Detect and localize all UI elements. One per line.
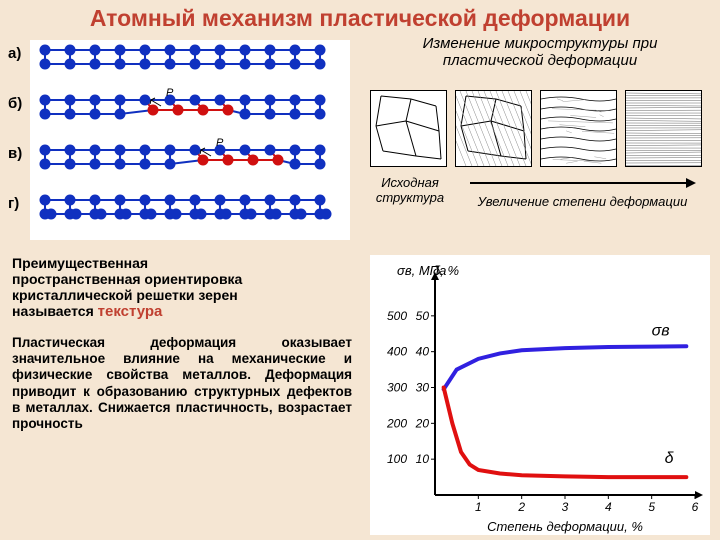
label-d: г)	[8, 195, 19, 212]
texture-word: текстура	[98, 303, 163, 320]
svg-text:40: 40	[416, 345, 430, 359]
svg-text:δ, %: δ, %	[433, 263, 459, 278]
micro-box-1	[370, 90, 447, 167]
micro-label-2: Увеличение степени деформации	[465, 175, 700, 209]
svg-text:6: 6	[692, 500, 699, 514]
svg-text:Степень деформации, %: Степень деформации, %	[487, 519, 643, 534]
svg-text:200: 200	[386, 416, 407, 430]
svg-text:σв: σв	[652, 323, 670, 340]
label-a: а)	[8, 45, 21, 62]
svg-text:δ: δ	[665, 450, 675, 467]
micro-box-3	[540, 90, 617, 167]
micro-box-2	[455, 90, 532, 167]
paragraph-effects: Пластическая деформация оказывает значит…	[12, 335, 352, 432]
label-b: б)	[8, 95, 22, 112]
subtitle: Изменение микроструктуры при пластическо…	[380, 35, 700, 69]
svg-text:2: 2	[517, 500, 525, 514]
properties-chart: 1001020020300304004050050123456σв, МПаδ,…	[370, 255, 710, 535]
svg-text:100: 100	[387, 452, 407, 466]
micro-box-4	[625, 90, 702, 167]
svg-text:4: 4	[605, 500, 612, 514]
paragraph-texture: Преимущественная пространственная ориент…	[12, 255, 352, 321]
micro-label-1: Исходная структура	[370, 175, 450, 205]
svg-text:300: 300	[387, 381, 407, 395]
svg-text:30: 30	[416, 381, 430, 395]
svg-text:P: P	[216, 137, 224, 149]
svg-text:20: 20	[415, 416, 430, 430]
label-c: в)	[8, 145, 22, 162]
svg-text:10: 10	[416, 452, 430, 466]
page-title: Атомный механизм пластической деформации	[0, 0, 720, 32]
svg-text:400: 400	[387, 345, 407, 359]
svg-text:1: 1	[475, 500, 482, 514]
deformation-arrow-icon	[468, 175, 698, 191]
svg-text:5: 5	[648, 500, 655, 514]
svg-text:P: P	[166, 87, 174, 99]
svg-text:500: 500	[387, 309, 407, 323]
svg-text:3: 3	[562, 500, 569, 514]
lattice-diagram: PP	[30, 40, 350, 240]
svg-text:50: 50	[416, 309, 430, 323]
